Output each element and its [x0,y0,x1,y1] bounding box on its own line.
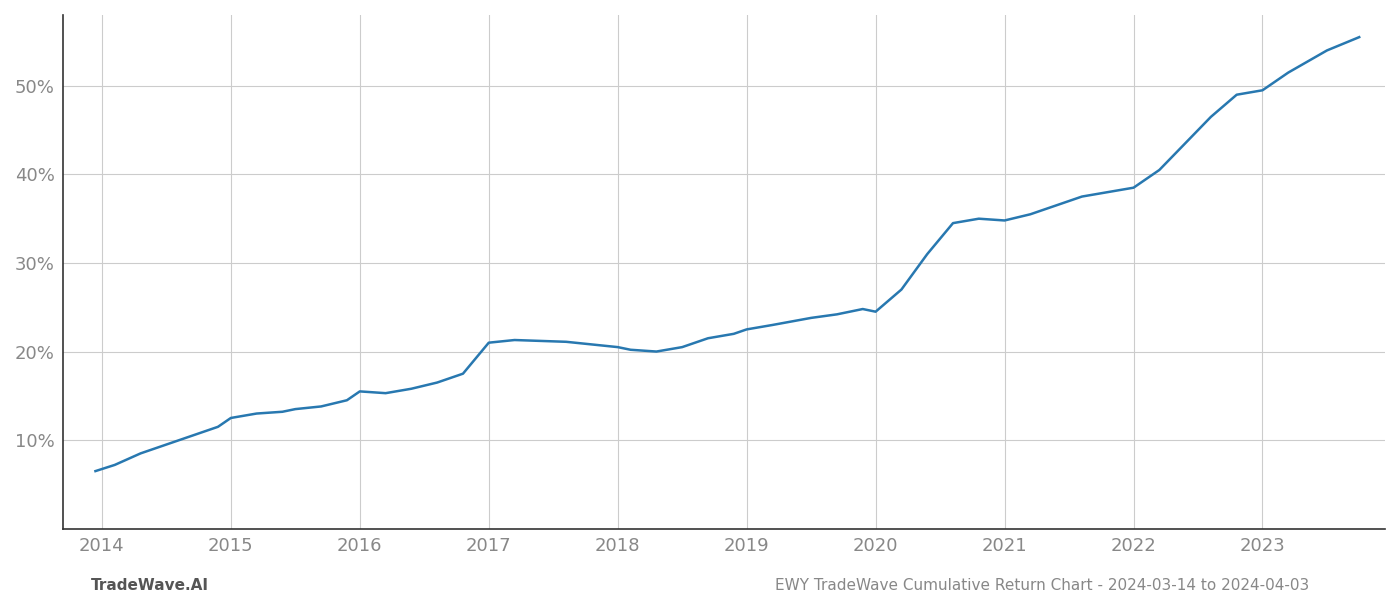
Text: TradeWave.AI: TradeWave.AI [91,578,209,593]
Text: EWY TradeWave Cumulative Return Chart - 2024-03-14 to 2024-04-03: EWY TradeWave Cumulative Return Chart - … [774,578,1309,593]
